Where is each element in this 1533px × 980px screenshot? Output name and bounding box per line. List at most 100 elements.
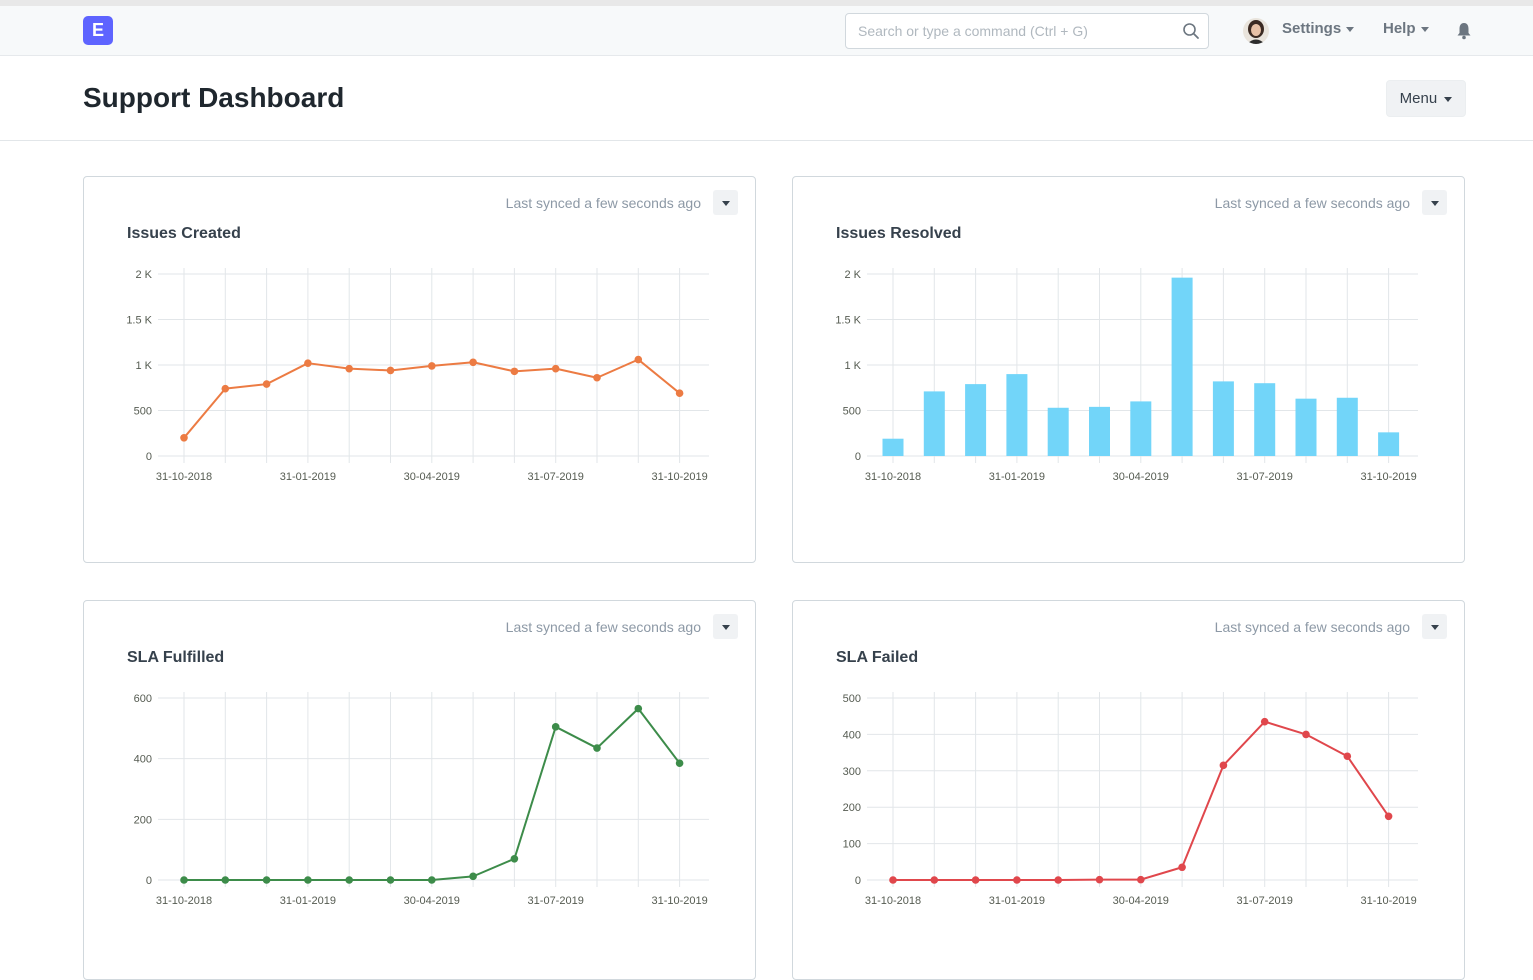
data-point[interactable] <box>1095 875 1104 884</box>
data-point[interactable] <box>428 876 436 884</box>
chart-bar[interactable] <box>923 391 945 456</box>
app-logo[interactable]: E <box>83 16 113 45</box>
data-point[interactable] <box>386 366 395 375</box>
chart-bar[interactable] <box>1130 401 1152 456</box>
data-point[interactable] <box>1137 875 1145 884</box>
last-synced-text: Last synced a few seconds ago <box>1214 195 1410 211</box>
card-options-button[interactable] <box>1422 614 1447 639</box>
data-point[interactable] <box>345 364 354 373</box>
data-point[interactable] <box>1054 876 1062 884</box>
data-point[interactable] <box>304 359 312 367</box>
chevron-down-icon <box>721 624 730 630</box>
data-point[interactable] <box>634 704 643 713</box>
y-tick-label: 400 <box>843 729 861 741</box>
y-tick-label: 2 K <box>135 269 152 281</box>
data-point[interactable] <box>1343 752 1352 761</box>
chevron-down-icon <box>1346 26 1355 32</box>
data-point[interactable] <box>593 744 601 752</box>
data-point[interactable] <box>551 723 560 731</box>
data-point[interactable] <box>1260 717 1269 726</box>
x-tick-label: 30-04-2019 <box>404 471 460 483</box>
chart-title: SLA Failed <box>836 649 919 666</box>
y-tick-label: 500 <box>843 693 861 705</box>
data-point[interactable] <box>593 373 601 382</box>
data-point[interactable] <box>675 389 684 398</box>
chart-bar[interactable] <box>1212 381 1234 456</box>
chart-card-sla-failed: Last synced a few seconds ago SLA Failed… <box>792 600 1465 980</box>
data-point[interactable] <box>345 876 354 884</box>
data-point[interactable] <box>1178 863 1186 872</box>
data-point[interactable] <box>304 876 312 884</box>
data-point[interactable] <box>221 876 230 884</box>
data-point[interactable] <box>1013 876 1021 884</box>
chart-bar[interactable] <box>1378 432 1400 456</box>
data-point[interactable] <box>510 854 519 863</box>
data-point[interactable] <box>1384 812 1393 821</box>
x-tick-label: 31-10-2019 <box>1360 895 1416 907</box>
data-point[interactable] <box>675 759 684 768</box>
y-tick-label: 0 <box>855 451 861 463</box>
y-tick-label: 1 K <box>844 360 861 372</box>
help-dropdown[interactable]: Help <box>1383 20 1429 37</box>
y-tick-label: 2 K <box>844 269 861 281</box>
chevron-down-icon <box>1444 96 1453 102</box>
navbar: E Settings Help <box>0 0 1533 56</box>
data-point[interactable] <box>930 876 939 884</box>
search-input[interactable] <box>846 14 1166 48</box>
menu-button[interactable]: Menu <box>1386 80 1466 117</box>
chart-bar[interactable] <box>1006 374 1028 456</box>
chart-card-sla-fulfilled: Last synced a few seconds ago SLA Fulfil… <box>83 600 756 980</box>
avatar[interactable] <box>1243 18 1269 44</box>
search-icon[interactable] <box>1182 22 1200 40</box>
data-point[interactable] <box>469 872 477 881</box>
data-point[interactable] <box>262 380 271 388</box>
y-tick-label: 200 <box>843 802 861 814</box>
data-point[interactable] <box>889 876 897 884</box>
x-tick-label: 31-01-2019 <box>280 895 336 907</box>
data-point[interactable] <box>386 876 395 884</box>
bell-icon[interactable] <box>1456 22 1472 40</box>
data-point[interactable] <box>1219 761 1228 770</box>
settings-label: Settings <box>1282 20 1342 37</box>
x-tick-label: 31-10-2018 <box>156 471 212 483</box>
chart-bar[interactable] <box>1336 397 1358 456</box>
y-tick-label: 1.5 K <box>126 315 152 327</box>
data-point[interactable] <box>428 362 436 370</box>
settings-dropdown[interactable]: Settings <box>1282 20 1355 37</box>
chart-bar[interactable] <box>1171 277 1193 456</box>
y-tick-label: 100 <box>843 839 861 851</box>
chevron-down-icon <box>721 200 730 206</box>
page-head: Support Dashboard Menu <box>0 56 1533 141</box>
page-title: Support Dashboard <box>83 82 345 113</box>
data-point[interactable] <box>510 367 519 376</box>
data-point[interactable] <box>1302 730 1310 739</box>
last-synced-text: Last synced a few seconds ago <box>1214 619 1410 635</box>
data-point[interactable] <box>469 358 477 367</box>
data-point[interactable] <box>262 876 271 884</box>
chart-bar[interactable] <box>1089 406 1110 456</box>
chart-bar[interactable] <box>1047 407 1069 456</box>
x-tick-label: 31-07-2019 <box>1237 471 1293 483</box>
data-point[interactable] <box>180 876 188 884</box>
chart-bar[interactable] <box>965 384 987 456</box>
data-point[interactable] <box>551 364 560 373</box>
y-tick-label: 1.5 K <box>835 315 861 327</box>
chart-bar[interactable] <box>882 438 904 456</box>
search-box[interactable] <box>845 13 1209 49</box>
chevron-down-icon <box>1420 26 1429 32</box>
sla-failed-chart: 0 100 200 300 400 500 31-10-2018 31-01-2019 30-0… <box>843 692 1418 907</box>
data-point[interactable] <box>634 355 643 364</box>
issues-resolved-chart: 0 500 1 K 1.5 K 2 K 31-10-2018 31-01-2019 30-04… <box>835 268 1418 483</box>
x-tick-label: 31-10-2019 <box>1360 471 1416 483</box>
x-tick-label: 31-01-2019 <box>989 471 1045 483</box>
data-point[interactable] <box>180 434 188 442</box>
data-point[interactable] <box>971 876 980 884</box>
x-tick-label: 31-10-2018 <box>156 895 212 907</box>
sla-fulfilled-chart: 0 200 400 600 31-10-2018 31-01-2019 30-04-2019… <box>134 692 709 907</box>
card-options-button[interactable] <box>713 190 738 215</box>
card-options-button[interactable] <box>713 614 738 639</box>
card-options-button[interactable] <box>1422 190 1447 215</box>
chart-bar[interactable] <box>1254 383 1276 456</box>
chart-bar[interactable] <box>1295 398 1317 456</box>
data-point[interactable] <box>221 384 230 393</box>
